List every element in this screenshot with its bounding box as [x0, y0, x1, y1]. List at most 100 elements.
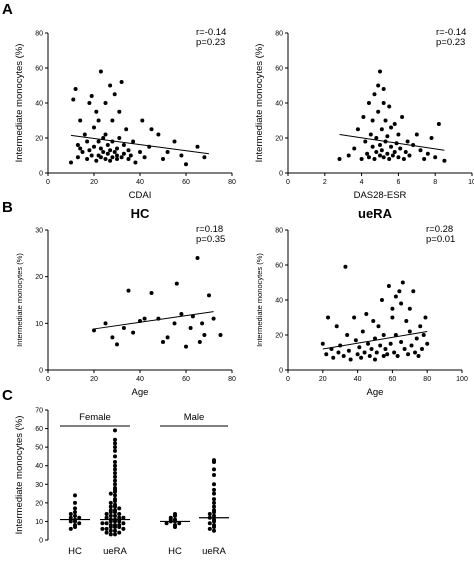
data-point — [96, 139, 101, 144]
x-tick-label: 80 — [423, 376, 431, 383]
data-point — [418, 148, 423, 153]
data-point — [355, 127, 360, 132]
data-point — [96, 118, 101, 123]
data-point — [207, 521, 212, 526]
data-point — [376, 83, 381, 88]
plot-title: HC — [131, 206, 150, 221]
data-point — [423, 315, 428, 320]
data-point — [149, 127, 154, 132]
data-point — [393, 294, 398, 299]
data-point — [320, 341, 325, 346]
data-point — [117, 530, 122, 535]
data-point — [368, 132, 373, 137]
data-point — [190, 314, 195, 319]
data-point — [108, 532, 113, 537]
data-point — [329, 347, 334, 351]
y-axis-title: Intermediate monocytes (%) — [15, 253, 24, 347]
data-point — [361, 115, 366, 119]
data-point — [121, 526, 126, 531]
data-point — [355, 352, 360, 357]
data-point — [121, 521, 126, 526]
data-point — [389, 144, 394, 149]
x-tick-label: 20 — [90, 376, 98, 383]
data-point — [212, 513, 216, 518]
plot-title: ueRA — [358, 206, 393, 221]
y-tick-label: 0 — [39, 171, 43, 178]
data-point — [346, 348, 351, 353]
data-point — [364, 312, 369, 316]
data-point — [80, 150, 85, 154]
data-point — [104, 530, 109, 535]
data-point — [353, 338, 358, 343]
data-point — [402, 347, 407, 351]
data-point — [378, 143, 382, 147]
category-label: HC — [168, 546, 182, 557]
p-value: p=0.01 — [426, 234, 455, 245]
data-point — [133, 160, 138, 165]
data-point — [207, 512, 212, 516]
data-point — [433, 155, 438, 160]
data-point — [381, 87, 386, 91]
data-point — [82, 132, 87, 137]
data-point — [103, 132, 108, 137]
y-tick-label: 50 — [35, 445, 43, 452]
data-point — [113, 532, 117, 537]
data-point — [94, 158, 99, 163]
data-point — [68, 519, 73, 524]
data-point — [379, 127, 384, 132]
data-point — [366, 101, 371, 105]
data-point — [92, 144, 96, 149]
data-point — [73, 500, 77, 505]
data-point — [341, 354, 346, 358]
data-point — [85, 139, 90, 144]
data-point — [397, 289, 402, 294]
data-point — [414, 336, 419, 341]
data-point — [104, 512, 109, 516]
x-tick-label: 6 — [396, 179, 400, 186]
data-point — [85, 157, 90, 161]
data-point — [207, 526, 212, 531]
data-point — [202, 333, 207, 337]
data-point — [113, 510, 117, 515]
data-point — [179, 312, 184, 316]
data-point — [374, 136, 379, 140]
data-point — [78, 118, 83, 123]
data-point — [212, 467, 216, 472]
data-point — [173, 513, 177, 518]
data-point — [138, 150, 142, 154]
data-point — [425, 341, 430, 346]
data-point — [110, 335, 115, 340]
data-point — [385, 352, 390, 357]
data-point — [108, 158, 113, 163]
data-point — [121, 151, 126, 156]
data-point — [326, 315, 331, 320]
regression-line — [70, 134, 210, 155]
y-tick-label: 40 — [275, 101, 283, 108]
data-point — [360, 329, 365, 334]
data-point — [400, 115, 405, 119]
data-point — [429, 136, 434, 140]
x-tick-label: 100 — [456, 376, 468, 383]
data-point — [113, 513, 117, 518]
data-point — [211, 316, 216, 321]
correlation-r: r=0.18 — [196, 224, 223, 235]
data-point — [105, 143, 110, 147]
data-point — [121, 515, 126, 520]
data-point — [396, 155, 401, 160]
data-point — [195, 256, 200, 260]
data-point — [113, 437, 117, 442]
category-label: ueRA — [202, 546, 226, 557]
data-point — [378, 153, 382, 158]
data-point — [343, 264, 348, 269]
data-point — [411, 289, 416, 294]
data-point — [113, 474, 117, 479]
data-point — [165, 150, 170, 154]
data-point — [92, 125, 96, 130]
data-point — [367, 354, 372, 358]
y-tick-label: 30 — [35, 228, 43, 235]
data-point — [383, 139, 388, 144]
data-point — [346, 153, 351, 158]
data-point — [113, 525, 117, 529]
data-point — [101, 150, 106, 154]
data-point — [359, 157, 364, 161]
